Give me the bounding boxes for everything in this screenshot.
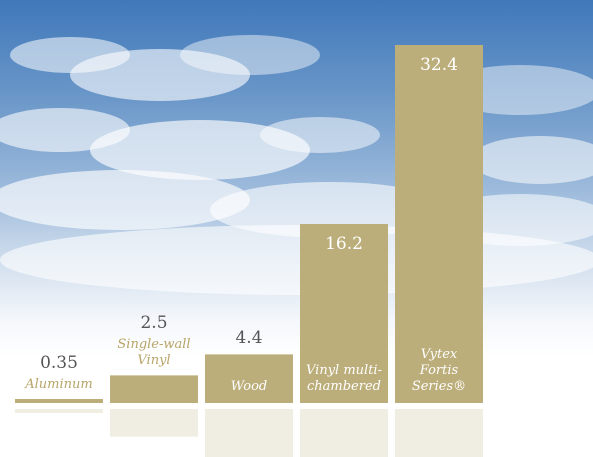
bar-reflection-1 (110, 409, 198, 437)
bar-3 (300, 224, 388, 403)
bar-reflection-4 (395, 409, 483, 457)
bar-4 (395, 45, 483, 403)
bar-1 (110, 375, 198, 403)
value-label-3: 16.2 (325, 234, 363, 254)
category-label-2: Wood (230, 379, 268, 394)
value-label-2: 4.4 (235, 328, 263, 349)
category-label-4: Vytex Fortis Series® (411, 347, 467, 394)
bar-2 (205, 354, 293, 403)
bar-reflection-3 (300, 409, 388, 457)
category-label-1: Single-wall Vinyl (117, 337, 191, 369)
bar-reflection-2 (205, 409, 293, 457)
bar-reflection-0 (15, 409, 103, 413)
value-label-0: 0.35 (40, 353, 78, 373)
bar-0 (15, 399, 103, 403)
value-label-1: 2.5 (140, 313, 168, 334)
category-label-3: Vinyl multi- chambered (306, 363, 382, 394)
value-label-4: 32.4 (420, 55, 458, 75)
category-label-0: Aluminum (25, 377, 93, 392)
